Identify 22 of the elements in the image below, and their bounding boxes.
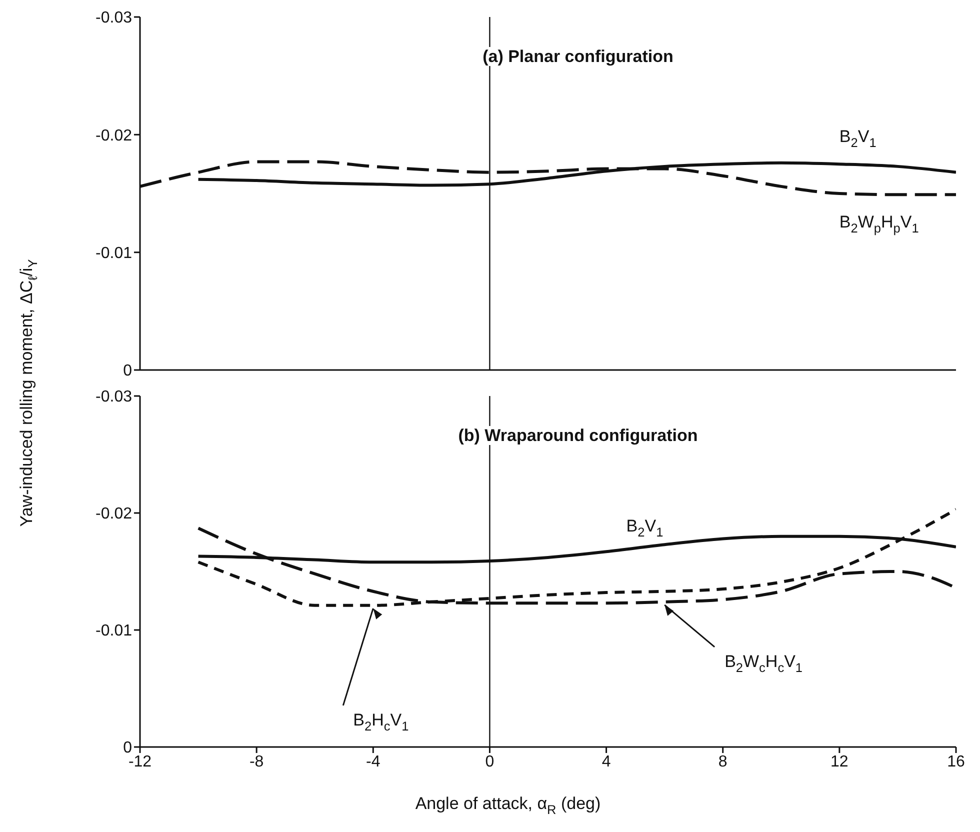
series-label: B$_{2}$W$_{p}$H$_{p}$V$_{1}$ <box>839 212 919 236</box>
text: (a) Planar configuration <box>478 47 678 66</box>
y-tick-label: -0.01 <box>96 245 132 262</box>
series-label: B$_{2}$V$_{1}$ <box>839 127 876 150</box>
x-tick-label: 8 <box>718 753 728 770</box>
y-tick-label: -0.01 <box>96 622 132 640</box>
y-tick-label: -0.03 <box>96 388 132 406</box>
x-tick-label: 4 <box>602 753 611 770</box>
series-label: B$_{2}$V$_{1}$ <box>626 516 664 540</box>
x-tick-label: -4 <box>366 753 380 770</box>
x-tick-label: 12 <box>830 753 848 770</box>
x-axis-title: Angle of attack, α$_{R}$ (deg) <box>415 794 601 818</box>
text: B$_{2}$H$_{c}$V$_{1}$ <box>353 710 409 734</box>
x-tick-label: 16 <box>947 753 965 770</box>
y-tick-label: -0.02 <box>96 127 132 144</box>
y-tick-label: -0.02 <box>96 506 132 523</box>
y-tick-label: 0 <box>123 362 132 380</box>
y-tick-label: -0.03 <box>96 10 132 27</box>
text: B$_{2}$W$_{c}$H$_{c}$V$_{1}$ <box>724 652 803 676</box>
x-tick-label: 0 <box>485 753 494 770</box>
text: (b) Wraparound configuration <box>454 426 702 445</box>
x-tick-label: -8 <box>249 753 264 770</box>
